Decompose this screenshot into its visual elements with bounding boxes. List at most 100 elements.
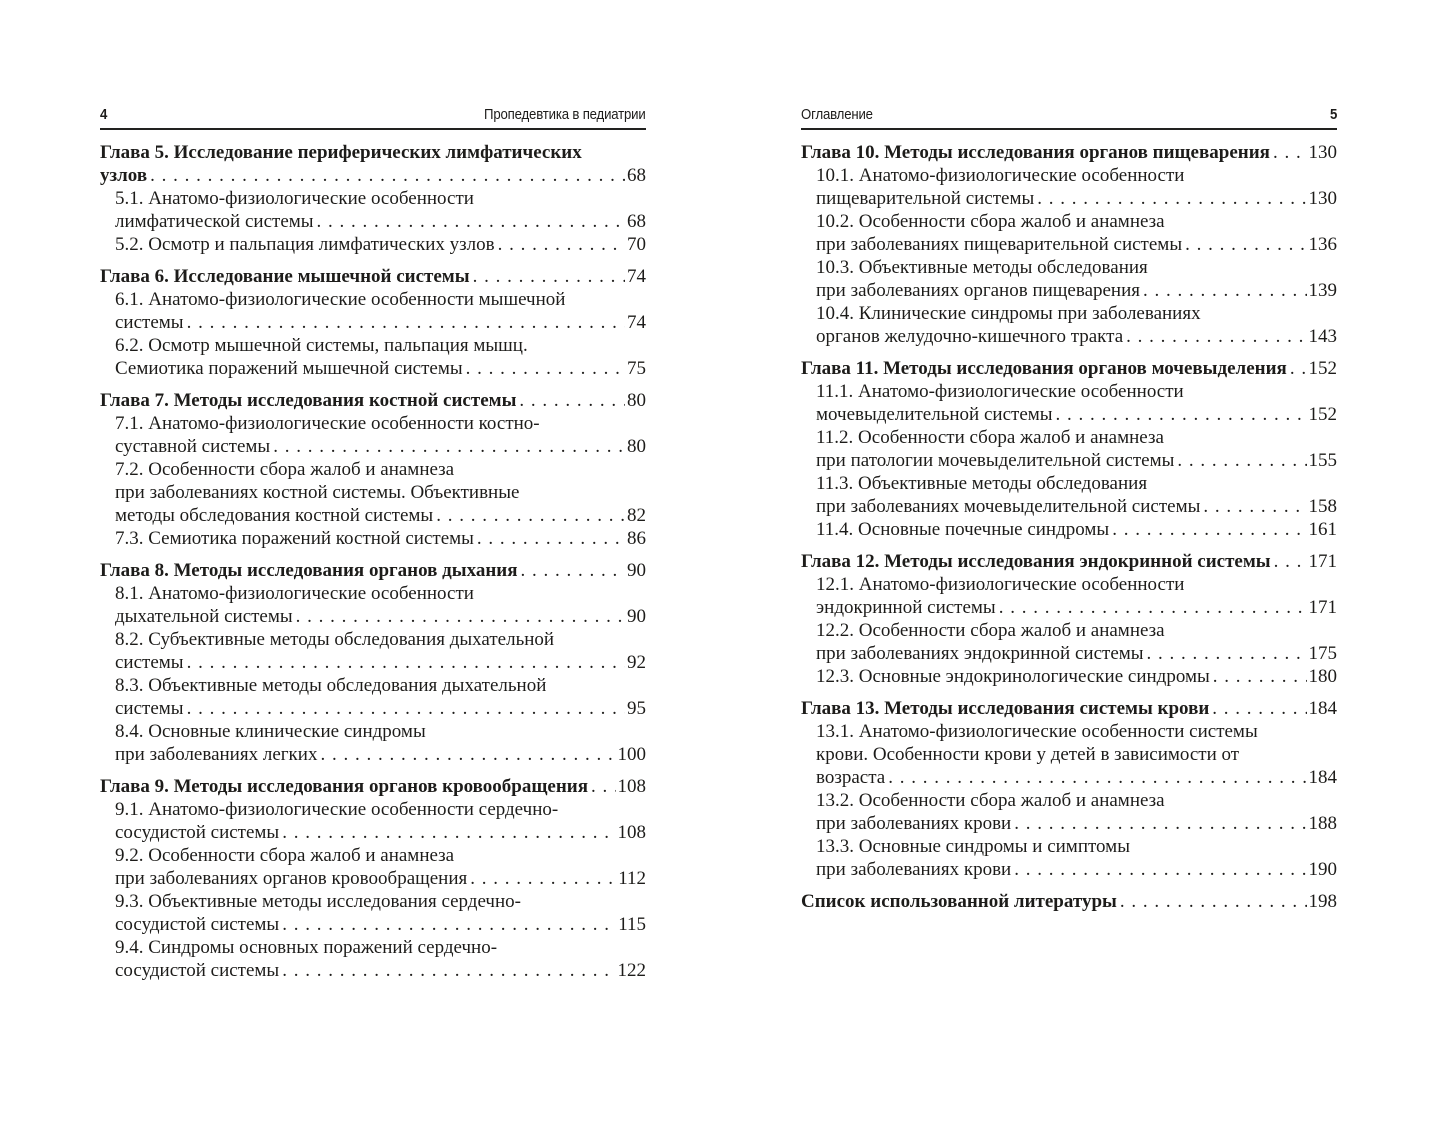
toc-line: при патологии мочевыделительной системы 1… [816, 449, 1337, 472]
toc-target-page-number: 80 [627, 390, 646, 411]
toc-target-page-number: 161 [1308, 519, 1338, 540]
toc-target-page-number: 143 [1308, 326, 1338, 347]
dot-leader [519, 389, 625, 412]
dot-leader [1290, 357, 1307, 380]
toc-line: 5.1. Анатомо-физиологические особенности [115, 187, 646, 210]
dot-leader [477, 527, 625, 550]
toc-entry-text: 11.4. Основные почечные синдромы [816, 519, 1110, 540]
toc-line: эндокринной системы 171 [816, 596, 1337, 619]
dot-leader [1273, 141, 1307, 164]
toc-entry-text: крови. Особенности крови у детей в завис… [816, 744, 1240, 765]
toc-entry-text: при патологии мочевыделительной системы [816, 450, 1175, 471]
toc-target-page-number: 158 [1308, 496, 1338, 517]
toc-line: 9.3. Объективные методы исследования сер… [115, 890, 646, 913]
toc-line: суставной системы 80 [115, 435, 646, 458]
toc-section-entry: 8.1. Анатомо-физиологические особенности… [100, 582, 646, 628]
toc-line: при заболеваниях пищеварительной системы… [816, 233, 1337, 256]
toc-entry-text: Глава 8. Методы исследования органов дых… [100, 560, 518, 581]
toc-entry-text: 6.1. Анатомо-физиологические особенности… [115, 289, 566, 310]
toc-section-entry: 11.1. Анатомо-физиологические особенност… [801, 380, 1337, 426]
toc-section-entry: 11.2. Особенности сбора жалоб и анамнеза… [801, 426, 1337, 472]
toc-section-entry: 9.4. Синдромы основных поражений сердечн… [100, 936, 646, 982]
toc-entry-text: 13.3. Основные синдромы и симптомы [816, 836, 1130, 857]
toc-section-entry: 8.4. Основные клинические синдромы при за… [100, 720, 646, 766]
toc-entry-text: при заболеваниях крови [816, 859, 1012, 880]
toc-chapter-entry: Глава 5. Исследование периферических лим… [100, 141, 646, 187]
toc-section-entry: 9.2. Особенности сбора жалоб и анамнеза п… [100, 844, 646, 890]
toc-line: методы обследования костной системы 82 [115, 504, 646, 527]
toc-target-page-number: 155 [1308, 450, 1338, 471]
toc-entry-text: методы обследования костной системы [115, 505, 434, 526]
toc-target-page-number: 122 [617, 960, 647, 981]
toc-entry-text: при заболеваниях пищеварительной системы [816, 234, 1183, 255]
toc-target-page-number: 188 [1308, 813, 1338, 834]
toc-entry-text: 12.1. Анатомо-физиологические особенност… [816, 574, 1185, 595]
toc-target-page-number: 100 [617, 744, 647, 765]
toc-section-entry: 6.2. Осмотр мышечной системы, пальпация … [100, 334, 646, 380]
toc-target-page-number: 70 [627, 234, 646, 255]
dot-leader [187, 311, 625, 334]
toc-entry-text: при заболеваниях органов кровообращения [115, 868, 468, 889]
dot-leader [187, 697, 625, 720]
toc-line: Глава 5. Исследование периферических лим… [100, 141, 646, 164]
toc-entry-text: Список использованной литературы [801, 891, 1117, 912]
dot-leader [1056, 403, 1307, 426]
dot-leader [1037, 187, 1306, 210]
toc-entry-text: при заболеваниях органов пищеварения [816, 280, 1141, 301]
toc-chapter-entry: Глава 11. Методы исследования органов мо… [801, 357, 1337, 380]
toc-line: 11.4. Основные почечные синдромы 161 [816, 518, 1337, 541]
toc-entry-text: 10.4. Клинические синдромы при заболеван… [816, 303, 1201, 324]
toc-entry-text: сосудистой системы [115, 914, 280, 935]
toc-entry-text: 11.1. Анатомо-физиологические особенност… [816, 381, 1184, 402]
dot-leader [320, 743, 615, 766]
toc-entry-text: 5.2. Осмотр и пальпация лимфатических уз… [115, 234, 495, 255]
toc-line: 10.2. Особенности сбора жалоб и анамнеза [816, 210, 1337, 233]
dot-leader [1185, 233, 1306, 256]
toc-section-entry: 8.3. Объективные методы обследования дых… [100, 674, 646, 720]
toc-entry-text: Глава 12. Методы исследования эндокринно… [801, 551, 1271, 572]
toc-entry-text: 9.4. Синдромы основных поражений сердечн… [115, 937, 498, 958]
toc-line: системы 74 [115, 311, 646, 334]
toc-entry-text: 8.2. Субъективные методы обследования ды… [115, 629, 555, 650]
toc-entry-text: 7.2. Особенности сбора жалоб и анамнеза [115, 459, 455, 480]
dot-leader [1212, 697, 1306, 720]
toc-line: Список использованной литературы 198 [801, 890, 1337, 913]
dot-leader [999, 596, 1307, 619]
toc-line: 12.2. Особенности сбора жалоб и анамнеза [816, 619, 1337, 642]
dot-leader [1014, 858, 1306, 881]
toc-section-entry: 11.4. Основные почечные синдромы 161 [801, 518, 1337, 541]
toc-entries: Глава 5. Исследование периферических лим… [100, 141, 646, 982]
toc-target-page-number: 136 [1308, 234, 1338, 255]
toc-line: 12.1. Анатомо-физиологические особенност… [816, 573, 1337, 596]
toc-line: 9.4. Синдромы основных поражений сердечн… [115, 936, 646, 959]
dot-leader [1112, 518, 1306, 541]
toc-target-page-number: 68 [627, 211, 646, 232]
toc-entry-text: возраста [816, 767, 886, 788]
toc-line: сосудистой системы 115 [115, 913, 646, 936]
toc-entry-text: органов желудочно-кишечного тракта [816, 326, 1124, 347]
toc-section-entry: 13.2. Особенности сбора жалоб и анамнеза… [801, 789, 1337, 835]
dot-leader [150, 164, 625, 187]
toc-target-page-number: 75 [627, 358, 646, 379]
toc-target-page-number: 90 [627, 560, 646, 581]
toc-target-page-number: 112 [618, 868, 646, 889]
toc-section-entry: 5.2. Осмотр и пальпация лимфатических уз… [100, 233, 646, 256]
toc-left-page: 4 Пропедевтика в педиатрии Глава 5. Иссл… [100, 106, 646, 982]
toc-chapter-entry: Глава 13. Методы исследования системы кр… [801, 697, 1337, 720]
toc-target-page-number: 130 [1308, 142, 1338, 163]
toc-entry-text: эндокринной системы [816, 597, 996, 618]
toc-line: 6.2. Осмотр мышечной системы, пальпация … [115, 334, 646, 357]
toc-line: 10.3. Объективные методы обследования [816, 256, 1337, 279]
running-head: Оглавление [801, 106, 873, 123]
dot-leader [1126, 325, 1306, 348]
toc-line: узлов 68 [100, 164, 646, 187]
toc-line: при заболеваниях легких 100 [115, 743, 646, 766]
toc-entry-text: при заболеваниях крови [816, 813, 1012, 834]
toc-section-entry: 12.3. Основные эндокринологические синдр… [801, 665, 1337, 688]
toc-line: возраста 184 [816, 766, 1337, 789]
toc-target-page-number: 184 [1308, 767, 1338, 788]
toc-target-page-number: 152 [1308, 404, 1338, 425]
toc-entry-text: 8.3. Объективные методы обследования дых… [115, 675, 547, 696]
toc-entry-text: 9.3. Объективные методы исследования сер… [115, 891, 521, 912]
toc-entry-text: при заболеваниях эндокринной системы [816, 643, 1144, 664]
